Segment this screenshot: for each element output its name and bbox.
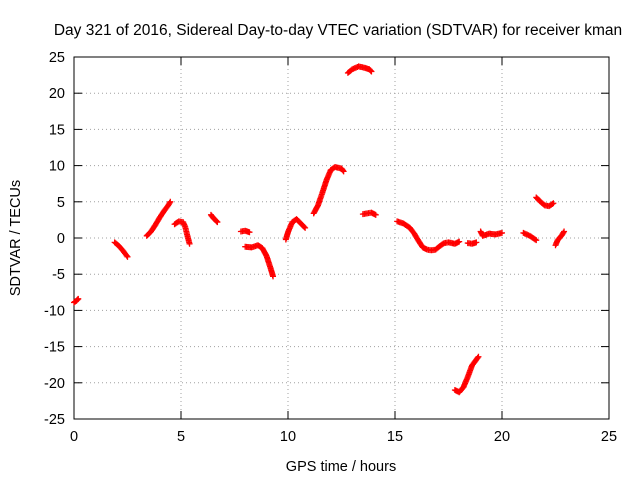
x-tick-label: 0 [70, 429, 78, 445]
y-tick-label: 0 [57, 231, 65, 247]
series-arc2 [111, 239, 131, 260]
x-tick-label: 15 [387, 429, 403, 445]
series-arc7 [242, 242, 277, 280]
y-tick-label: -15 [44, 340, 65, 356]
axis-ticks [73, 56, 610, 420]
data-point [473, 239, 480, 246]
series-arc16 [520, 229, 540, 244]
x-tick-label: 10 [280, 429, 296, 445]
y-tick-label: -20 [44, 376, 65, 392]
data-point [186, 240, 193, 247]
data-point [340, 168, 347, 175]
data-point [560, 229, 567, 236]
data-point [372, 211, 379, 218]
series-arc6 [237, 227, 253, 236]
data-point [302, 224, 309, 231]
data-series [71, 63, 568, 396]
x-axis-tick-labels: 0 5 10 15 20 25 [70, 429, 617, 445]
y-tick-label: -5 [52, 267, 65, 283]
x-axis-label: GPS time / hours [286, 459, 396, 475]
series-arc9 [310, 164, 347, 217]
x-tick-label: 25 [601, 429, 617, 445]
data-point [561, 228, 568, 235]
series-arc3 [143, 198, 174, 239]
data-point [246, 229, 253, 236]
series-arc1 [71, 295, 82, 306]
y-axis-label: SDTVAR / TECUs [8, 180, 24, 296]
y-tick-label: -25 [44, 412, 65, 428]
data-point [270, 273, 277, 280]
x-tick-label: 5 [177, 429, 185, 445]
data-point [75, 295, 82, 302]
series-arc17 [533, 194, 557, 210]
series-arc11 [359, 209, 379, 218]
y-tick-label: 20 [49, 86, 65, 102]
series-arc12 [394, 218, 463, 254]
series-arc5 [207, 211, 221, 226]
data-point [532, 236, 539, 243]
data-point [550, 200, 557, 207]
data-point [456, 238, 463, 245]
y-tick-label: 10 [49, 159, 65, 175]
y-tick-label: 5 [57, 195, 65, 211]
data-point [74, 296, 81, 303]
series-arc10 [344, 63, 375, 76]
data-point [214, 219, 221, 226]
series-arc13 [464, 239, 480, 247]
series-arc8 [282, 216, 309, 243]
data-point [167, 198, 174, 205]
data-point [213, 218, 220, 225]
data-point [124, 253, 131, 260]
series-arc15 [477, 228, 505, 239]
data-point [367, 67, 374, 74]
data-point [475, 353, 482, 360]
y-tick-label: -10 [44, 303, 65, 319]
data-point [499, 229, 505, 236]
y-tick-label: 15 [49, 122, 65, 138]
y-axis-tick-labels: -25 -20 -15 -10 -5 0 5 10 15 20 25 [44, 50, 65, 428]
y-tick-label: 25 [49, 50, 65, 66]
data-point [166, 200, 173, 207]
series-arc4 [171, 218, 193, 247]
data-point [339, 167, 346, 174]
data-point [368, 68, 375, 75]
series-arc14 [451, 353, 482, 396]
series-arc18 [552, 228, 568, 249]
data-point [123, 252, 130, 259]
data-point [533, 237, 540, 244]
data-point [301, 223, 308, 230]
data-point [474, 354, 481, 361]
chart-title: Day 321 of 2016, Sidereal Day-to-day VTE… [54, 22, 622, 39]
x-tick-label: 20 [494, 429, 510, 445]
data-point [549, 200, 556, 207]
